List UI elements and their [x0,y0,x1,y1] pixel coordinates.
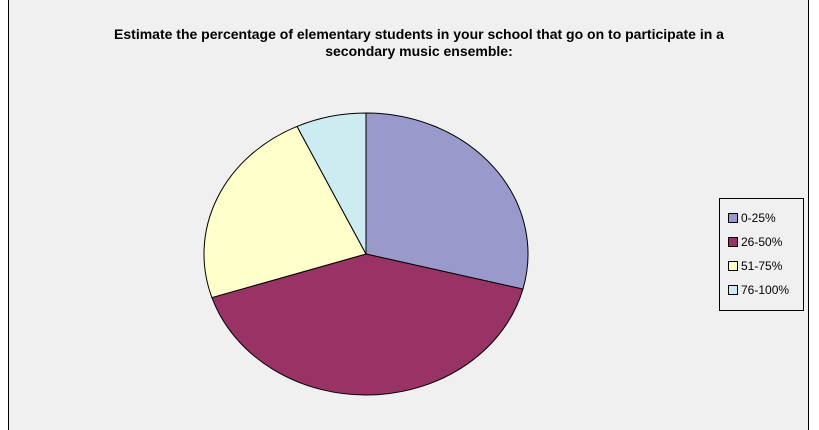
chart-legend: 0-25% 26-50% 51-75% 76-100% [719,198,804,311]
legend-label: 76-100% [741,283,790,297]
legend-item: 76-100% [728,278,803,302]
pie-slice-76-100 [296,112,367,255]
legend-swatch [728,213,738,223]
legend-label: 0-25% [741,211,776,225]
legend-item: 51-75% [728,254,803,278]
pie-slice-26-50 [211,253,524,396]
legend-swatch [728,237,738,247]
pie-slice-0-25 [365,112,529,290]
legend-swatch [728,261,738,271]
legend-item: 26-50% [728,230,803,254]
legend-item: 0-25% [728,206,803,230]
pie-chart [203,112,529,396]
legend-swatch [728,285,738,295]
chart-frame: Estimate the percentage of elementary st… [8,0,809,430]
legend-label: 51-75% [741,259,783,273]
chart-title: Estimate the percentage of elementary st… [114,26,724,59]
pie-slice-51-75 [203,125,367,299]
legend-label: 26-50% [741,235,783,249]
